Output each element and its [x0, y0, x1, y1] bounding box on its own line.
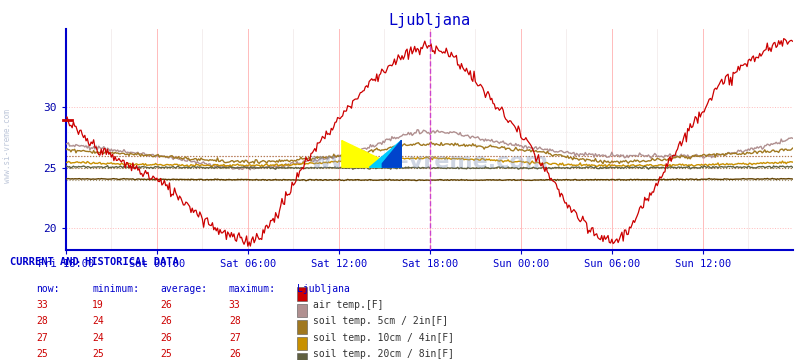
FancyBboxPatch shape: [297, 337, 306, 350]
Text: 24: 24: [92, 316, 104, 327]
Text: soil temp. 10cm / 4in[F]: soil temp. 10cm / 4in[F]: [313, 333, 454, 343]
Text: 25: 25: [36, 349, 48, 359]
Text: 26: 26: [229, 349, 241, 359]
FancyBboxPatch shape: [297, 304, 306, 318]
Text: minimum:: minimum:: [92, 284, 140, 293]
Text: 28: 28: [229, 316, 241, 327]
Text: 26: 26: [160, 316, 172, 327]
Text: 26: 26: [160, 300, 172, 310]
FancyBboxPatch shape: [297, 353, 306, 360]
Text: now:: now:: [36, 284, 59, 293]
Text: 19: 19: [92, 300, 104, 310]
Text: CURRENT AND HISTORICAL DATA: CURRENT AND HISTORICAL DATA: [10, 257, 178, 267]
Title: Ljubljana: Ljubljana: [387, 13, 470, 28]
Text: 33: 33: [229, 300, 241, 310]
Text: 33: 33: [36, 300, 48, 310]
Text: soil temp. 5cm / 2in[F]: soil temp. 5cm / 2in[F]: [313, 316, 448, 327]
Text: 24: 24: [92, 333, 104, 343]
Text: 28: 28: [36, 316, 48, 327]
Text: 27: 27: [229, 333, 241, 343]
Text: maximum:: maximum:: [229, 284, 276, 293]
Text: www.si-vreme.com: www.si-vreme.com: [310, 152, 548, 172]
Text: 25: 25: [92, 349, 104, 359]
FancyBboxPatch shape: [297, 288, 306, 301]
Text: soil temp. 20cm / 8in[F]: soil temp. 20cm / 8in[F]: [313, 349, 454, 359]
Text: 27: 27: [36, 333, 48, 343]
Text: average:: average:: [160, 284, 208, 293]
Text: 25: 25: [160, 349, 172, 359]
Text: www.si-vreme.com: www.si-vreme.com: [2, 109, 12, 183]
Text: Ljubljana: Ljubljana: [297, 284, 350, 293]
Text: 26: 26: [160, 333, 172, 343]
Text: air temp.[F]: air temp.[F]: [313, 300, 383, 310]
FancyBboxPatch shape: [297, 320, 306, 334]
